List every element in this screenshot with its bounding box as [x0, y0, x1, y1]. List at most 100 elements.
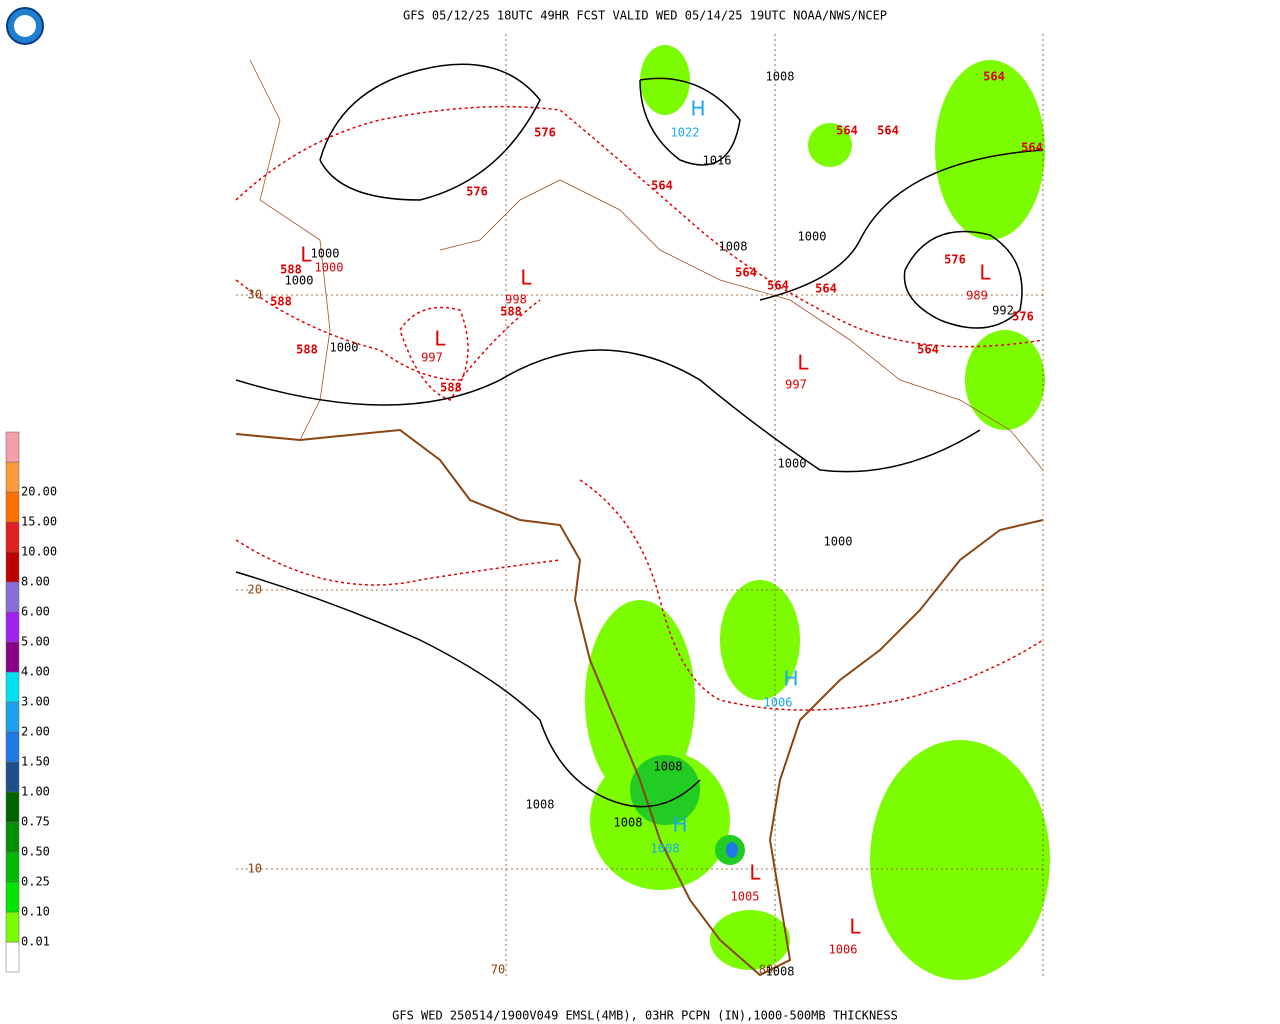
precip	[585, 45, 1050, 980]
colorbar-label: 0.50	[21, 845, 50, 859]
lon-label: 80	[759, 963, 773, 977]
colorbar-label: 1.50	[21, 755, 50, 769]
thickness-line	[235, 105, 1044, 711]
map-labels: 30 20 10 70 80 1008 1016 1008 1000 1000 …	[248, 70, 1043, 979]
colorbar-swatch	[5, 881, 20, 913]
low-value: 989	[966, 289, 988, 303]
colorbar-label: 0.25	[21, 875, 50, 889]
coastline	[235, 428, 1044, 977]
thickness-label: 564	[983, 70, 1005, 84]
colorbar-swatch	[5, 821, 20, 853]
low-value: 1006	[829, 943, 858, 957]
low-value: 997	[421, 351, 443, 365]
thickness-label: 576	[534, 126, 556, 140]
high-symbol: H	[783, 667, 798, 691]
high-value: 1008	[651, 842, 680, 856]
low-symbol: L	[520, 266, 532, 290]
colorbar-swatch	[5, 791, 20, 823]
title: GFS 05/12/25 18UTC 49HR FCST VALID WED 0…	[403, 9, 887, 23]
colorbar-swatch	[5, 461, 20, 493]
high-value: 1022	[671, 126, 700, 140]
colorbar: 0.01 0.10 0.25 0.50 0.75 1.00 1.50 2.00 3.00 4.00…	[5, 431, 57, 973]
colorbar-swatch	[5, 611, 20, 643]
isobar-label: 1000	[311, 247, 340, 261]
thickness-label: 588	[270, 295, 292, 309]
thickness-label: 576	[466, 185, 488, 199]
precip-area	[710, 910, 790, 970]
colorbar-swatch	[5, 911, 20, 943]
colorbar-swatch	[5, 761, 20, 793]
thickness-label: 588	[280, 263, 302, 277]
colorbar-swatch	[5, 941, 20, 973]
colorbar-label: 0.10	[21, 905, 50, 919]
thickness-label: 564	[815, 282, 837, 296]
precip-area	[808, 123, 852, 167]
colorbar-swatch	[5, 641, 20, 673]
noaa-logo-inner	[14, 15, 36, 37]
lat-label: 20	[248, 583, 262, 597]
thickness-label: 588	[500, 305, 522, 319]
isobar-label: 1008	[719, 240, 748, 254]
colorbar-label: 1.00	[21, 785, 50, 799]
thickness-label: 564	[917, 343, 939, 357]
caption: GFS WED 250514/1900V049 EMSL(4MB), 03HR …	[392, 1009, 898, 1023]
thickness-label: 564	[735, 266, 757, 280]
precip-area	[640, 45, 690, 115]
thickness-label: 564	[767, 279, 789, 293]
precip-area	[935, 60, 1045, 240]
isobar	[235, 63, 1044, 808]
colorbar-label: 4.00	[21, 665, 50, 679]
isobar-label: 1000	[285, 274, 314, 288]
colorbar-label: 10.00	[21, 545, 57, 559]
thickness-label: 576	[1012, 310, 1034, 324]
thickness-label: 588	[296, 343, 318, 357]
low-value: 998	[505, 293, 527, 307]
precip-area	[870, 740, 1050, 980]
isobar-label: 1016	[703, 154, 732, 168]
low-symbol: L	[300, 243, 312, 267]
low-symbol: L	[797, 351, 809, 375]
low-symbol: L	[979, 261, 991, 285]
low-value: 997	[785, 378, 807, 392]
precip-core	[726, 842, 738, 858]
colorbar-label: 15.00	[21, 515, 57, 529]
isobar-label: 1008	[766, 965, 795, 979]
thickness-label: 588	[440, 381, 462, 395]
low-symbol: L	[749, 861, 761, 885]
high-value: 1006	[764, 696, 793, 710]
precip-area	[630, 755, 700, 825]
colorbar-swatch	[5, 851, 20, 883]
colorbar-label: 8.00	[21, 575, 50, 589]
thickness-label: 564	[651, 179, 673, 193]
precip-area	[965, 330, 1045, 430]
isobar-label: 1000	[778, 457, 807, 471]
colorbar-swatch	[5, 551, 20, 583]
colorbar-label: 0.75	[21, 815, 50, 829]
isobar-label: 1008	[766, 70, 795, 84]
colorbar-swatch	[5, 731, 20, 763]
lat-label: 10	[248, 862, 262, 876]
low-value: 1000	[315, 261, 344, 275]
thickness-label: 564	[836, 124, 858, 138]
isobar-label: 1008	[526, 798, 555, 812]
colorbar-label: 3.00	[21, 695, 50, 709]
colorbar-label: 2.00	[21, 725, 50, 739]
high-symbol: H	[690, 97, 705, 121]
colorbar-label: 5.00	[21, 635, 50, 649]
colorbar-swatch	[5, 671, 20, 703]
map: 30 20 10 70 80 1008 1016 1008 1000 1000 …	[235, 34, 1050, 980]
high-symbol: H	[672, 813, 687, 837]
low-value: 1005	[731, 890, 760, 904]
colorbar-label: 0.01	[21, 935, 50, 949]
isobar-label: 1008	[614, 816, 643, 830]
colorbar-swatch	[5, 521, 20, 553]
colorbar-label: 6.00	[21, 605, 50, 619]
isobar-label: 1000	[798, 230, 827, 244]
precip-area	[720, 580, 800, 700]
colorbar-swatch	[5, 581, 20, 613]
thickness-label: 576	[944, 253, 966, 267]
isobar-label: 1008	[654, 760, 683, 774]
low-symbol: L	[849, 915, 861, 939]
thickness-label: 564	[877, 124, 899, 138]
